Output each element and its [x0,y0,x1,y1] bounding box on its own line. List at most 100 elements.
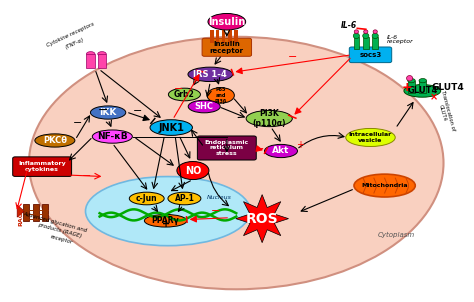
Text: +: + [401,81,412,94]
Text: (TNF-α): (TNF-α) [65,37,85,50]
FancyBboxPatch shape [13,157,72,176]
Text: IL-6: IL-6 [387,35,398,40]
Text: NO: NO [185,165,201,175]
Bar [234,30,237,43]
Ellipse shape [364,30,368,34]
Ellipse shape [246,111,292,127]
Bar [222,30,226,43]
Ellipse shape [363,33,369,39]
Bar [419,81,426,93]
Text: Mitochondria: Mitochondria [361,183,408,188]
Ellipse shape [145,214,187,227]
Ellipse shape [91,106,126,119]
Ellipse shape [407,76,413,81]
Text: receptor: receptor [387,39,414,44]
Ellipse shape [92,130,132,143]
Bar [33,204,39,221]
Bar [373,37,378,49]
Ellipse shape [346,128,395,146]
Text: +: + [296,140,304,150]
Bar [354,37,359,49]
Text: products (RAGE): products (RAGE) [37,223,82,239]
Ellipse shape [177,162,209,180]
Text: SHC: SHC [195,102,214,111]
FancyBboxPatch shape [202,38,252,56]
Bar [228,30,231,43]
FancyBboxPatch shape [197,136,256,160]
Bar [210,30,214,43]
Text: AP-1: AP-1 [174,194,194,203]
Ellipse shape [168,192,201,205]
Text: −: − [133,106,142,116]
Bar [98,54,106,68]
Ellipse shape [353,33,359,39]
Ellipse shape [207,88,234,103]
Text: Endoplasmic
reticulum
stress: Endoplasmic reticulum stress [205,140,249,156]
Ellipse shape [264,144,298,158]
Text: −: − [288,52,298,62]
Text: −: − [174,84,183,95]
Text: PKCθ: PKCθ [43,136,67,145]
Text: Inflammatory
cytokines: Inflammatory cytokines [18,161,66,172]
Text: Advanced glycation and: Advanced glycation and [22,211,88,233]
Ellipse shape [129,192,164,205]
Ellipse shape [86,52,95,56]
Ellipse shape [188,100,220,113]
Polygon shape [17,205,24,217]
Text: +: + [162,219,170,229]
Text: Grb2: Grb2 [174,90,195,99]
Text: socs3: socs3 [359,52,382,58]
Ellipse shape [208,14,246,30]
Bar [216,30,219,43]
Ellipse shape [168,88,201,101]
Text: −: − [255,144,264,154]
Text: ×: × [430,92,438,102]
Ellipse shape [373,30,377,34]
Ellipse shape [35,134,75,147]
Ellipse shape [404,85,441,97]
FancyBboxPatch shape [349,47,392,63]
Bar [363,37,369,49]
Text: Cytoplasm: Cytoplasm [378,232,415,238]
Bar [23,204,29,221]
Text: Nucleus: Nucleus [207,195,232,200]
Text: Intracellular
vesicle: Intracellular vesicle [349,132,392,143]
Text: JNK1: JNK1 [158,123,184,133]
Ellipse shape [98,52,106,56]
Text: PPARγ: PPARγ [152,216,180,225]
Text: PI3K
(p110α): PI3K (p110α) [253,109,286,128]
Ellipse shape [188,67,233,82]
Ellipse shape [354,174,415,197]
Ellipse shape [29,37,444,289]
Text: Translocation of
GLUT4: Translocation of GLUT4 [434,90,456,133]
Ellipse shape [372,33,378,39]
Text: −: − [98,104,109,117]
Bar [86,54,95,68]
Ellipse shape [408,79,415,83]
Text: RAGE: RAGE [18,207,23,226]
Text: GLUT4: GLUT4 [432,83,465,92]
Ellipse shape [354,30,358,34]
Bar [408,81,415,93]
Text: −: − [82,171,91,181]
Text: Akt: Akt [272,146,290,156]
Text: Insulin
receptor: Insulin receptor [210,41,244,54]
Text: −: − [210,206,220,216]
Text: IL-6: IL-6 [341,21,357,30]
Ellipse shape [419,79,427,83]
Text: P85
and
PI3β: P85 and PI3β [215,87,227,104]
Text: receptor: receptor [50,234,74,245]
Text: ROS: ROS [246,212,278,226]
Ellipse shape [85,177,250,246]
Text: IRS 1-4: IRS 1-4 [193,70,227,79]
Text: GLUT4: GLUT4 [407,86,438,95]
Ellipse shape [150,120,192,135]
Text: c-Jun: c-Jun [136,194,157,203]
Text: −: − [73,118,82,128]
Text: IKK: IKK [100,108,117,117]
Text: Cytokine receptors: Cytokine receptors [46,21,95,48]
Text: Insulin: Insulin [208,17,246,27]
Polygon shape [236,194,289,243]
Bar [42,204,48,221]
Text: NF-κB: NF-κB [97,132,128,141]
